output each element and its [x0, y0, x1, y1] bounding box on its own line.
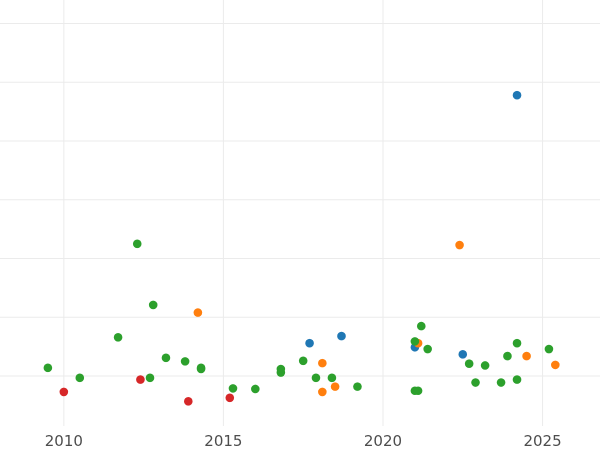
- data-point: [353, 382, 362, 391]
- data-point: [180, 357, 190, 366]
- grid-layer: [0, 0, 600, 426]
- data-point: [512, 90, 522, 100]
- x-axis-ticks: 2010 2015 2020 2025: [45, 432, 562, 450]
- data-point: [311, 373, 321, 383]
- data-point: [337, 331, 346, 341]
- data-point: [318, 358, 327, 368]
- data-point: [455, 240, 464, 250]
- data-point: [503, 351, 512, 361]
- data-point: [330, 382, 340, 391]
- x-tick-label: 2015: [204, 432, 242, 450]
- x-tick-label: 2020: [364, 432, 402, 450]
- x-tick-label: 2025: [523, 432, 561, 450]
- data-point: [251, 384, 260, 394]
- data-point: [113, 332, 123, 342]
- data-point: [196, 364, 206, 374]
- data-point: [327, 373, 337, 383]
- data-point: [161, 353, 171, 363]
- data-point: [522, 351, 531, 361]
- data-point: [136, 375, 145, 384]
- data-point: [298, 356, 308, 366]
- data-point: [305, 338, 314, 348]
- data-point: [318, 387, 327, 397]
- data-point: [413, 386, 423, 396]
- data-point: [471, 378, 480, 387]
- data-point: [544, 344, 554, 354]
- data-point: [496, 378, 506, 387]
- data-point: [148, 300, 158, 310]
- data-point: [512, 375, 522, 384]
- data-point: [276, 368, 286, 377]
- data-point: [423, 344, 432, 354]
- data-point: [225, 393, 235, 403]
- data-point: [75, 373, 85, 383]
- data-point: [480, 361, 490, 370]
- data-point: [458, 350, 468, 359]
- data-point: [145, 373, 155, 383]
- data-point: [132, 239, 142, 249]
- data-point: [416, 321, 426, 331]
- x-tick-label: 2010: [45, 432, 83, 450]
- data-point: [193, 308, 203, 317]
- data-point: [464, 359, 474, 369]
- data-point: [410, 337, 420, 346]
- data-point: [512, 338, 522, 348]
- data-point: [59, 387, 69, 397]
- points-layer: [43, 90, 560, 406]
- data-point: [551, 360, 560, 370]
- data-point: [43, 363, 53, 373]
- data-point: [183, 397, 193, 406]
- data-point: [228, 384, 238, 393]
